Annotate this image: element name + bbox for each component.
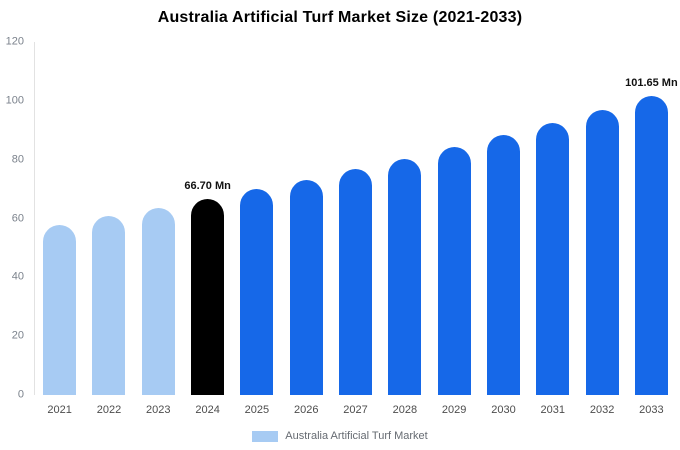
bar-2029[interactable] [437, 147, 471, 395]
x-axis-label-2021: 2021 [47, 404, 72, 416]
bar-column-2025: 2025 [232, 42, 281, 416]
x-axis-label-2023: 2023 [146, 404, 171, 416]
bar-2032[interactable] [585, 109, 619, 395]
x-axis-label-2029: 2029 [441, 404, 467, 416]
bar-2028[interactable] [388, 158, 422, 395]
x-axis-label-2028: 2028 [392, 404, 418, 416]
bar-column-2026: 2026 [282, 42, 331, 416]
x-axis-label-2025: 2025 [244, 404, 270, 416]
bar-column-2028: 2028 [380, 42, 429, 416]
bar-2021[interactable] [43, 224, 77, 395]
plot-area: 2021 2022 2023 66.70 Mn 2024 2025 2026 2027 2028… [34, 42, 678, 416]
x-axis-label-2027: 2027 [343, 404, 368, 416]
y-axis-tick-0: 0 [17, 388, 24, 401]
legend-swatch [252, 430, 279, 442]
y-axis-tick-120: 120 [5, 35, 24, 48]
bar-column-2021: 2021 [35, 42, 84, 416]
bar-column-2022: 2022 [84, 42, 133, 416]
bar-column-2031: 2031 [528, 42, 577, 416]
chart-title: Australia Artificial Turf Market Size (2… [157, 9, 523, 26]
bar-value-label-2033: 101.65 Mn [625, 76, 678, 89]
bar-2022[interactable] [92, 216, 126, 395]
bar-column-2032: 2032 [577, 42, 626, 416]
bar-value-label-2024: 66.70 Mn [184, 179, 231, 192]
bar-2025[interactable] [240, 189, 274, 395]
y-axis-tick-20: 20 [11, 329, 24, 342]
bar-column-2030: 2030 [479, 42, 528, 416]
bar-2023[interactable] [141, 207, 175, 395]
bar-column-2024: 66.70 Mn 2024 [183, 42, 232, 416]
x-axis-label-2030: 2030 [491, 404, 516, 416]
bar-column-2029: 2029 [430, 42, 479, 416]
x-axis-label-2031: 2031 [540, 404, 566, 416]
y-axis-tick-100: 100 [5, 94, 24, 107]
x-axis-label-2032: 2032 [589, 404, 615, 416]
x-axis-label-2024: 2024 [195, 404, 220, 416]
bar-2024[interactable]: 66.70 Mn [184, 180, 231, 395]
x-axis-label-2033: 2033 [639, 404, 664, 416]
y-axis: 0 20 40 60 80 100 120 [0, 36, 28, 400]
bar-2027[interactable] [339, 169, 373, 395]
y-axis-tick-40: 40 [11, 270, 24, 283]
bar-column-2033: 101.65 Mn 2033 [625, 42, 678, 416]
bar-column-2023: 2023 [134, 42, 183, 416]
bar-2031[interactable] [536, 122, 570, 395]
bar-2033[interactable]: 101.65 Mn [625, 77, 678, 395]
x-axis-label-2026: 2026 [293, 404, 319, 416]
bar-column-2027: 2027 [331, 42, 380, 416]
legend-label: Australia Artificial Turf Market [285, 430, 428, 442]
legend: Australia Artificial Turf Market [0, 430, 680, 442]
bar-2030[interactable] [486, 135, 520, 395]
y-axis-tick-80: 80 [11, 153, 24, 166]
x-axis-label-2022: 2022 [96, 404, 122, 416]
y-axis-tick-60: 60 [11, 212, 24, 224]
bar-2026[interactable] [289, 179, 323, 395]
